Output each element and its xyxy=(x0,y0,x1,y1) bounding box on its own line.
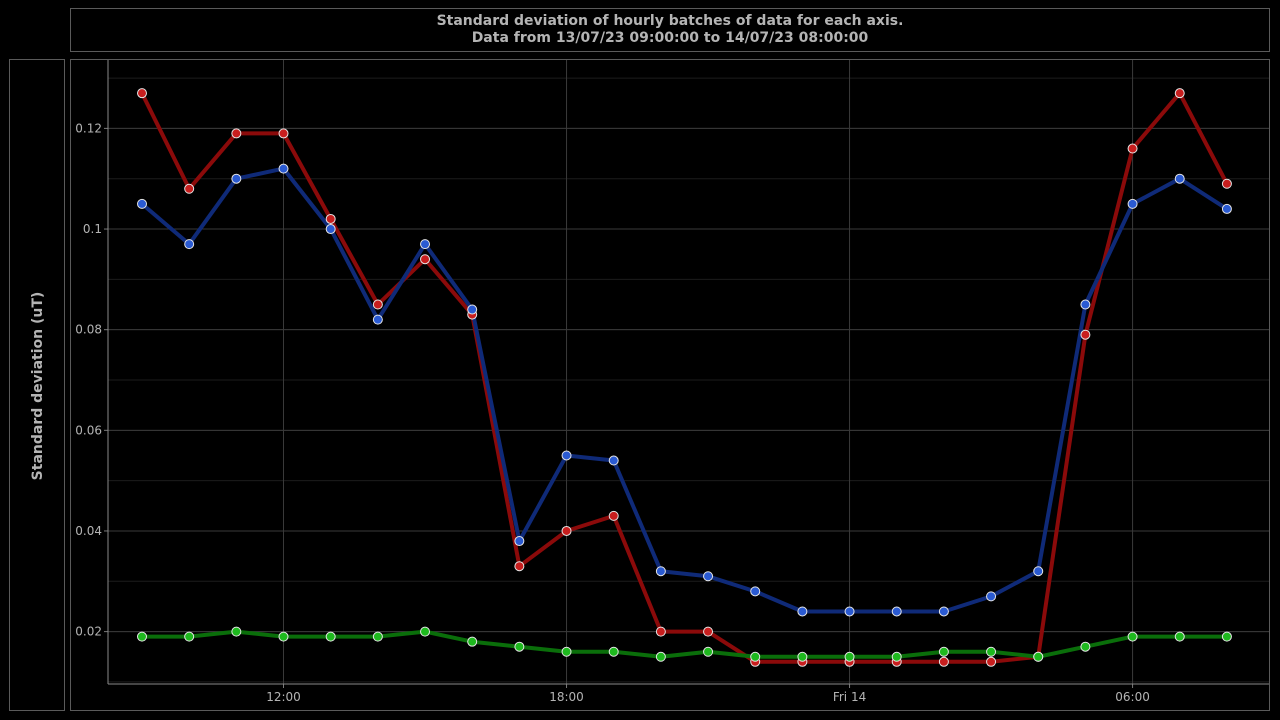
data-point xyxy=(514,561,525,572)
data-point xyxy=(608,510,619,521)
data-point xyxy=(703,646,714,657)
data-point xyxy=(1221,203,1232,214)
data-point xyxy=(986,656,997,667)
data-point xyxy=(1221,631,1232,642)
data-point xyxy=(986,591,997,602)
data-point xyxy=(1033,566,1044,577)
data-point xyxy=(514,536,525,547)
data-point xyxy=(844,606,855,617)
data-point xyxy=(561,646,572,657)
data-point xyxy=(1127,143,1138,154)
data-point xyxy=(325,224,336,235)
chart-subtitle: Data from 13/07/23 09:00:00 to 14/07/23 … xyxy=(471,30,869,46)
x-tick-label: Fri 14 xyxy=(833,690,866,704)
data-point xyxy=(797,651,808,662)
data-point xyxy=(844,651,855,662)
chart-title-box: Standard deviation of hourly batches of … xyxy=(70,8,1270,52)
data-point xyxy=(561,450,572,461)
x-tick-label: 12:00 xyxy=(266,690,301,704)
data-point xyxy=(655,651,666,662)
series-line-2 xyxy=(140,629,1229,659)
series-line-1 xyxy=(140,166,1229,614)
y-tick-label: 0.02 xyxy=(75,625,102,639)
y-axis-label: Standard deviation (uT) xyxy=(30,291,46,481)
data-point xyxy=(467,636,478,647)
data-point xyxy=(467,304,478,315)
data-point xyxy=(184,183,195,194)
y-tick-label: 0.12 xyxy=(75,121,102,135)
data-point xyxy=(278,631,289,642)
y-tick-label: 0.1 xyxy=(83,222,102,236)
y-axis-label-box: Standard deviation (uT) xyxy=(9,59,65,711)
data-point xyxy=(608,455,619,466)
data-point xyxy=(372,314,383,325)
data-point xyxy=(1080,641,1091,652)
chart-title: Standard deviation of hourly batches of … xyxy=(436,13,904,29)
data-point xyxy=(938,606,949,617)
data-point xyxy=(1033,651,1044,662)
data-point xyxy=(137,631,147,642)
data-point xyxy=(137,88,147,99)
x-tick-label: 18:00 xyxy=(549,690,584,704)
line-chart: 0.02 0.04 0.06 0.08 0.1 0.12 12:00 18:00 Fri 14 0… xyxy=(75,60,1269,704)
data-point xyxy=(372,631,383,642)
data-point xyxy=(703,571,714,582)
x-tick-label: 06:00 xyxy=(1115,690,1150,704)
data-point xyxy=(750,651,761,662)
data-point xyxy=(986,646,997,657)
data-point xyxy=(514,641,525,652)
data-point xyxy=(184,631,195,642)
data-point xyxy=(1080,329,1091,340)
data-point xyxy=(231,626,242,637)
data-point xyxy=(325,213,336,224)
data-point xyxy=(1174,88,1185,99)
data-point xyxy=(420,254,431,265)
y-tick-label: 0.06 xyxy=(75,423,102,437)
data-point xyxy=(278,163,289,174)
data-point xyxy=(608,646,619,657)
data-point xyxy=(938,656,949,667)
plot-area: 0.02 0.04 0.06 0.08 0.1 0.12 12:00 18:00 Fri 14 0… xyxy=(70,59,1270,711)
data-point xyxy=(938,646,949,657)
data-point xyxy=(703,626,714,637)
data-point xyxy=(891,651,902,662)
data-point xyxy=(231,128,242,139)
data-point xyxy=(655,626,666,637)
data-point xyxy=(1127,631,1138,642)
data-point xyxy=(561,525,572,536)
data-point xyxy=(420,239,431,250)
data-point xyxy=(372,299,383,310)
data-point xyxy=(184,239,195,250)
data-point xyxy=(1127,198,1138,209)
data-point xyxy=(278,128,289,139)
y-tick-label: 0.08 xyxy=(75,323,102,337)
data-point xyxy=(420,626,431,637)
data-point xyxy=(1080,299,1091,310)
data-point xyxy=(231,173,242,184)
data-point xyxy=(891,606,902,617)
data-point xyxy=(1174,173,1185,184)
data-point xyxy=(797,606,808,617)
y-tick-label: 0.04 xyxy=(75,524,102,538)
data-point xyxy=(137,198,147,209)
data-point xyxy=(325,631,336,642)
data-point xyxy=(1174,631,1185,642)
series-line-0 xyxy=(140,91,1229,664)
data-point xyxy=(655,566,666,577)
data-point xyxy=(1221,178,1232,189)
data-point xyxy=(750,586,761,597)
